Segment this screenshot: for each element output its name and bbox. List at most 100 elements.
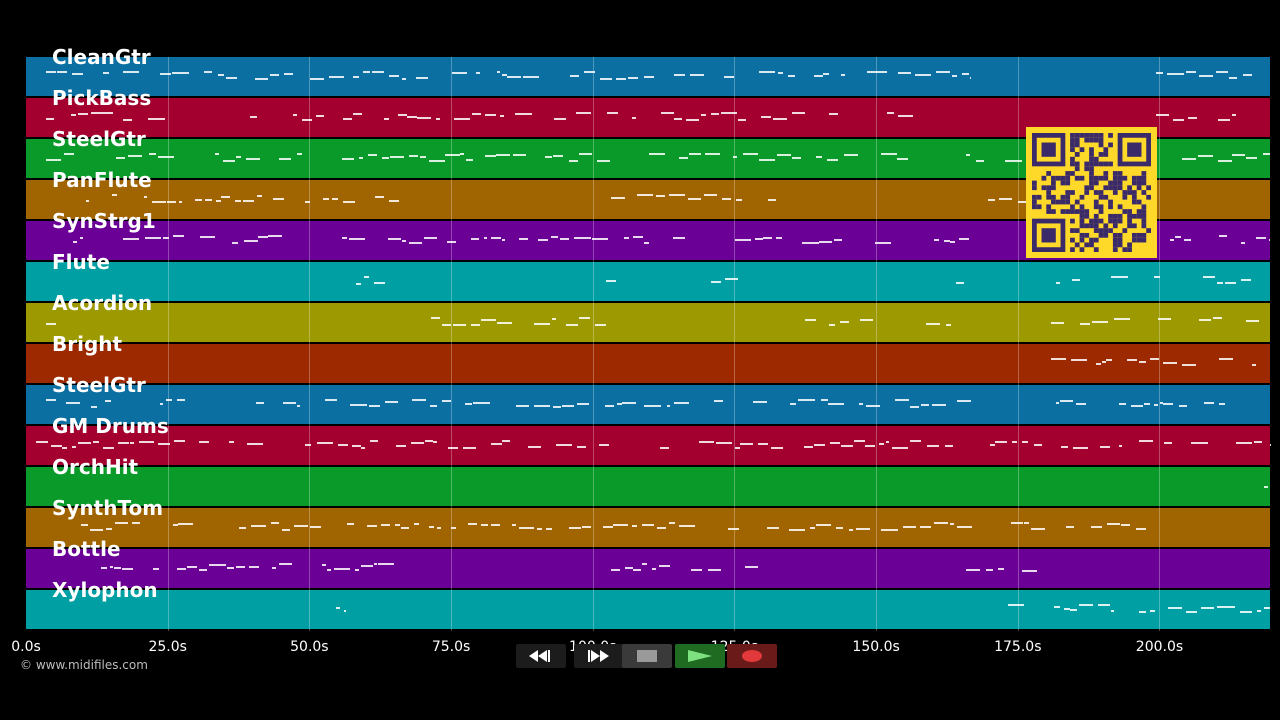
note-mark (1172, 119, 1184, 121)
note-mark (177, 399, 186, 401)
note-mark (123, 119, 133, 121)
note-mark (476, 72, 481, 74)
note-mark (740, 443, 754, 445)
note-mark (199, 569, 208, 571)
note-mark (496, 71, 500, 73)
note-mark (926, 445, 940, 447)
note-mark (879, 443, 885, 445)
note-mark (1033, 444, 1042, 446)
note-mark (1126, 359, 1137, 361)
track-label: Bright (52, 332, 123, 356)
note-mark (199, 441, 209, 443)
note-mark (873, 71, 887, 73)
note-mark (103, 112, 114, 114)
note-mark (1225, 282, 1237, 284)
fast-forward-button[interactable] (574, 644, 624, 668)
note-mark (1245, 320, 1260, 322)
note-mark (491, 443, 502, 445)
note-mark (342, 237, 348, 239)
note-mark (1144, 403, 1150, 405)
note-mark (1182, 158, 1196, 160)
note-mark (896, 158, 908, 160)
note-mark (1264, 607, 1270, 609)
note-mark (843, 154, 858, 156)
stop-button[interactable] (622, 644, 672, 668)
note-mark (57, 71, 67, 73)
note-mark (995, 441, 1007, 443)
note-mark (1153, 404, 1159, 406)
record-button[interactable] (727, 644, 777, 668)
note-mark (343, 610, 346, 612)
note-mark (674, 74, 686, 76)
note-mark (798, 399, 815, 401)
copyright-text: © www.midifiles.com (20, 658, 148, 672)
note-mark (282, 529, 291, 531)
note-mark (792, 157, 802, 159)
note-mark (1184, 239, 1192, 241)
note-mark (880, 529, 898, 531)
gridline (309, 57, 311, 631)
note-mark (1218, 160, 1232, 162)
note-mark (1181, 364, 1197, 366)
note-mark (829, 324, 835, 326)
note-mark (151, 201, 166, 203)
note-mark (389, 156, 404, 158)
note-mark (433, 441, 438, 443)
note-mark (397, 114, 407, 116)
note-mark (790, 403, 796, 405)
note-mark (957, 400, 971, 402)
note-mark (250, 525, 266, 527)
note-mark (1156, 114, 1169, 116)
note-mark (791, 112, 805, 114)
note-mark (72, 446, 77, 448)
note-mark (554, 118, 566, 120)
note-mark (1022, 570, 1037, 572)
note-mark (430, 405, 438, 407)
note-mark (1017, 201, 1029, 203)
note-mark (373, 282, 385, 284)
note-mark (622, 402, 636, 404)
note-mark (641, 563, 647, 565)
note-mark (579, 317, 590, 319)
note-mark (1159, 402, 1163, 404)
note-mark (534, 405, 550, 407)
note-mark (336, 607, 341, 609)
rewind-icon (529, 650, 550, 662)
note-mark (122, 71, 139, 73)
note-mark (810, 527, 816, 529)
note-mark (105, 400, 111, 402)
note-mark (382, 157, 390, 159)
note-mark (160, 403, 164, 405)
note-mark (909, 406, 919, 408)
time-tick-label: 50.0s (290, 639, 329, 655)
note-mark (411, 399, 426, 401)
note-mark (470, 238, 479, 240)
time-tick-label: 75.0s (431, 639, 471, 655)
note-mark (1149, 358, 1160, 360)
note-mark (309, 526, 322, 528)
note-mark (613, 524, 628, 526)
note-mark (773, 118, 788, 120)
note-mark (109, 566, 114, 568)
note-mark (1011, 441, 1017, 443)
note-mark (323, 198, 329, 200)
note-mark (236, 566, 246, 568)
play-button[interactable] (675, 644, 725, 668)
note-mark (566, 324, 579, 326)
note-mark (1203, 276, 1216, 278)
note-mark (204, 71, 213, 73)
note-mark (814, 444, 826, 446)
note-mark (106, 528, 113, 530)
note-mark (363, 71, 371, 73)
rewind-button[interactable] (516, 644, 566, 668)
note-mark (1022, 441, 1028, 443)
note-mark (480, 524, 489, 526)
note-mark (296, 153, 303, 155)
note-mark (81, 524, 89, 526)
note-mark (573, 237, 591, 239)
note-mark (149, 153, 157, 155)
note-mark (1024, 522, 1029, 524)
note-mark (512, 524, 516, 526)
note-mark (63, 153, 75, 155)
note-mark (162, 237, 169, 239)
